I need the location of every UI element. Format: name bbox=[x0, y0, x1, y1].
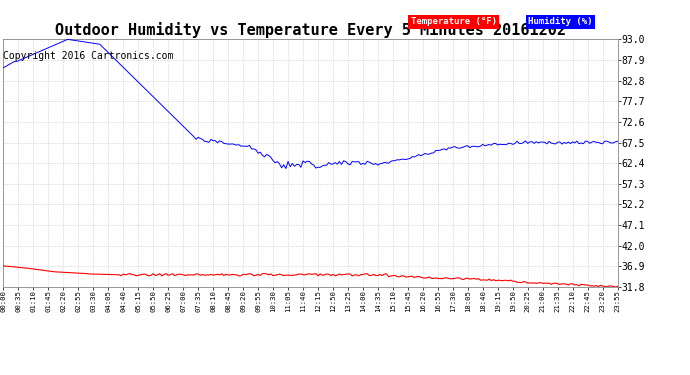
Text: Copyright 2016 Cartronics.com: Copyright 2016 Cartronics.com bbox=[3, 51, 174, 61]
Text: Humidity (%): Humidity (%) bbox=[528, 17, 592, 26]
Title: Outdoor Humidity vs Temperature Every 5 Minutes 20161202: Outdoor Humidity vs Temperature Every 5 … bbox=[55, 22, 566, 38]
Text: Temperature (°F): Temperature (°F) bbox=[411, 17, 497, 26]
